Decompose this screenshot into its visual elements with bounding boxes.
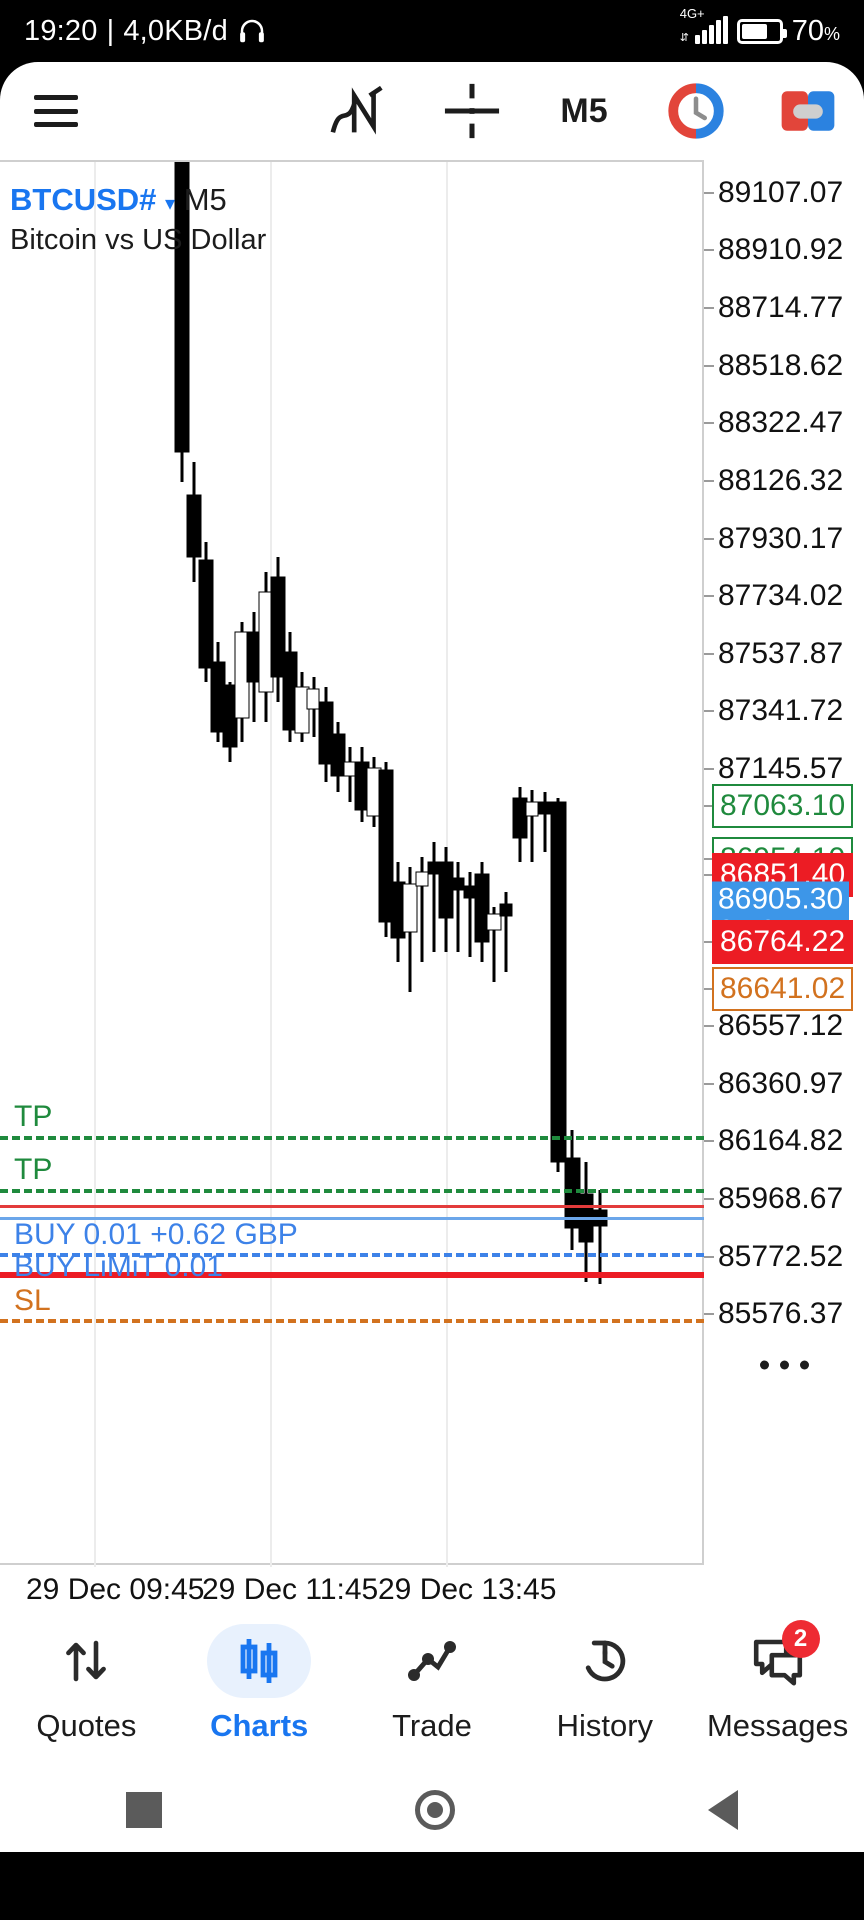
position-label: BUY 0.01 +0.62 GBP xyxy=(14,1218,298,1251)
price-axis-label: 88126.32 xyxy=(718,464,844,497)
price-axis-label: 86360.97 xyxy=(718,1067,844,1100)
nav-label-charts: Charts xyxy=(210,1708,309,1743)
messages-badge: 2 xyxy=(781,1620,820,1658)
signal-arrows-icon: ⇵ xyxy=(679,32,689,44)
status-time: 19:20 xyxy=(24,14,98,47)
nav-item-charts[interactable]: Charts xyxy=(173,1600,346,1768)
status-bar: 19:20 | 4,0KB/d 4G+ ⇵ 70% xyxy=(0,0,864,62)
chart-toolbar: M5 xyxy=(0,62,864,160)
price-axis-label: 88910.92 xyxy=(718,233,844,266)
price-axis-label: 87734.02 xyxy=(718,579,844,612)
sl-level-line[interactable] xyxy=(0,1319,704,1323)
nav-label-history: History xyxy=(556,1708,654,1743)
symbol-header[interactable]: BTCUSD# ▾ M5 xyxy=(10,182,227,218)
chart-plot[interactable]: TP TP BUY 0.01 +0.62 GBP BUY LiMiT 0.01 … xyxy=(0,160,704,1567)
timeframe-button[interactable]: M5 xyxy=(528,62,640,160)
nav-item-history[interactable]: History xyxy=(518,1600,691,1768)
trade-line-icon xyxy=(380,1624,484,1698)
bottom-navigation: Quotes Charts xyxy=(0,1600,864,1768)
crosshair-icon xyxy=(444,83,500,139)
price-axis-label: 88714.77 xyxy=(718,291,844,324)
buy-limit-level-line[interactable] xyxy=(0,1253,704,1257)
tp1-price-tag[interactable]: 87063.10 xyxy=(712,784,854,828)
price-axis-label: 86557.12 xyxy=(718,1009,844,1042)
signal-bars-icon: 4G+ ⇵ xyxy=(679,7,728,44)
bid-level-line[interactable] xyxy=(0,1272,704,1278)
price-axis-label: 85576.37 xyxy=(718,1297,844,1330)
nav-item-trade[interactable]: Trade xyxy=(346,1600,519,1768)
status-data-rate: 4,0KB/d xyxy=(123,14,228,47)
crosshair-button[interactable] xyxy=(416,62,528,160)
hamburger-menu-icon xyxy=(34,95,78,127)
one-click-trading-icon xyxy=(781,91,835,131)
buy-limit-label: BUY LiMiT 0.01 xyxy=(14,1250,223,1283)
time-axis[interactable]: 29 Dec 09:45 29 Dec 11:45 29 Dec 13:45 xyxy=(0,1565,704,1606)
time-gridline xyxy=(270,162,272,1567)
current-price-value: 86905.30 xyxy=(718,882,844,916)
price-axis-label: 86164.82 xyxy=(718,1124,844,1157)
symbol-timeframe: M5 xyxy=(183,182,227,217)
nav-label-quotes: Quotes xyxy=(36,1708,137,1743)
sl-price-tag[interactable]: 86641.02 xyxy=(712,967,854,1011)
price-axis-label: 89107.07 xyxy=(718,176,844,209)
nav-label-trade: Trade xyxy=(392,1708,472,1743)
bid-price-tag[interactable]: 86764.22 xyxy=(712,920,854,964)
price-axis-label: 85968.67 xyxy=(718,1182,844,1215)
price-axis-label: 88518.62 xyxy=(718,349,844,382)
price-axis-label: 87537.87 xyxy=(718,637,844,670)
position-level-line[interactable] xyxy=(0,1217,704,1220)
sl-label: SL xyxy=(14,1284,51,1317)
price-axis-label: 87341.72 xyxy=(718,694,844,727)
pending-orders-button[interactable] xyxy=(640,62,752,160)
indicators-button[interactable] xyxy=(304,62,416,160)
price-axis-label: 85772.52 xyxy=(718,1240,844,1273)
price-axis-label: 87930.17 xyxy=(718,522,844,555)
triangle-back-icon[interactable] xyxy=(707,1790,738,1830)
price-axis-label: 88322.47 xyxy=(718,406,844,439)
app-window: M5 xyxy=(0,62,864,1852)
nav-label-messages: Messages xyxy=(706,1708,849,1743)
tp2-label: TP xyxy=(14,1153,53,1186)
messages-bubble-icon: 2 xyxy=(726,1620,830,1698)
battery-percent: 70% xyxy=(791,14,840,47)
price-axis[interactable]: 89107.07 88910.92 88714.77 88518.62 8832… xyxy=(704,160,864,1565)
more-options-icon[interactable] xyxy=(760,1360,809,1370)
headphone-icon xyxy=(240,19,264,43)
chart-area[interactable]: TP TP BUY 0.01 +0.62 GBP BUY LiMiT 0.01 … xyxy=(0,160,864,1606)
network-type-label: 4G+ xyxy=(679,6,705,21)
quotes-arrows-icon xyxy=(34,1624,138,1698)
price-axis-label: 87145.57 xyxy=(718,752,844,785)
candlestick-series xyxy=(174,162,608,1284)
status-separator: | xyxy=(106,14,115,47)
indicators-icon xyxy=(330,85,383,135)
tp1-level-line[interactable] xyxy=(0,1136,704,1140)
one-click-trading-button[interactable] xyxy=(752,62,864,160)
ask-level-line[interactable] xyxy=(0,1205,704,1208)
candlestick-icon xyxy=(207,1624,312,1698)
timeframe-label: M5 xyxy=(560,91,608,130)
battery-icon xyxy=(736,18,787,44)
square-recents-icon[interactable] xyxy=(126,1792,163,1828)
tp1-label: TP xyxy=(14,1100,53,1133)
status-bar-right: 4G+ ⇵ 70% xyxy=(679,7,840,48)
tp2-level-line[interactable] xyxy=(0,1189,704,1193)
history-clock-icon xyxy=(553,1624,657,1698)
nav-item-messages[interactable]: 2 Messages xyxy=(691,1600,864,1768)
hamburger-menu-button[interactable] xyxy=(0,62,112,160)
symbol-name[interactable]: BTCUSD# xyxy=(10,182,157,217)
symbol-description: Bitcoin vs US Dollar xyxy=(10,224,267,256)
time-gridline xyxy=(94,162,96,1567)
pending-orders-icon xyxy=(668,83,724,139)
circle-home-icon[interactable] xyxy=(414,1790,455,1830)
nav-item-quotes[interactable]: Quotes xyxy=(0,1600,173,1768)
status-bar-left: 19:20 | 4,0KB/d xyxy=(24,15,267,48)
system-navigation-bar xyxy=(0,1768,864,1852)
chevron-down-icon[interactable]: ▾ xyxy=(165,193,176,215)
